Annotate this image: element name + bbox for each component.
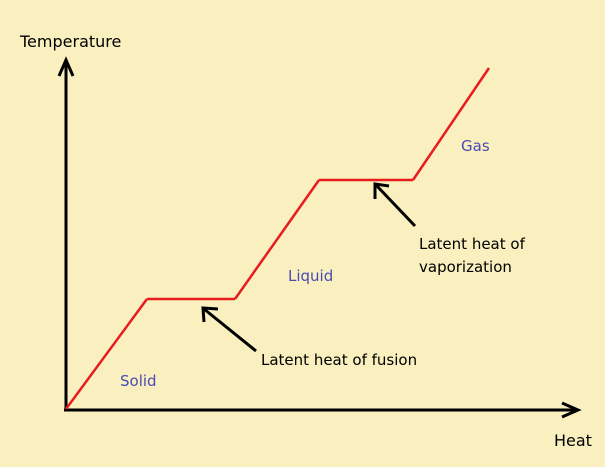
fusion-arrow-head (201, 306, 219, 323)
phase-label-solid: Solid (120, 372, 157, 390)
curve-solid-heating (64, 298, 149, 410)
vaporization-arrow-head (373, 182, 390, 199)
y-axis-arrowhead (57, 56, 75, 77)
vaporization-arrow-shaft (374, 183, 417, 228)
curve-liquid-heating (233, 179, 321, 300)
annotation-latent-heat-vaporization-line1: Latent heat of (419, 235, 525, 253)
fusion-arrow-shaft (203, 307, 257, 353)
phase-label-liquid: Liquid (288, 267, 334, 285)
phase-label-gas: Gas (461, 137, 490, 155)
x-axis-label: Heat (554, 431, 592, 450)
y-axis-label: Temperature (20, 32, 122, 51)
annotation-latent-heat-vaporization-line2: vaporization (419, 258, 512, 276)
curve-gas-heating (411, 67, 491, 181)
annotation-latent-heat-fusion: Latent heat of fusion (261, 351, 418, 369)
x-axis-arrowhead (561, 401, 582, 419)
